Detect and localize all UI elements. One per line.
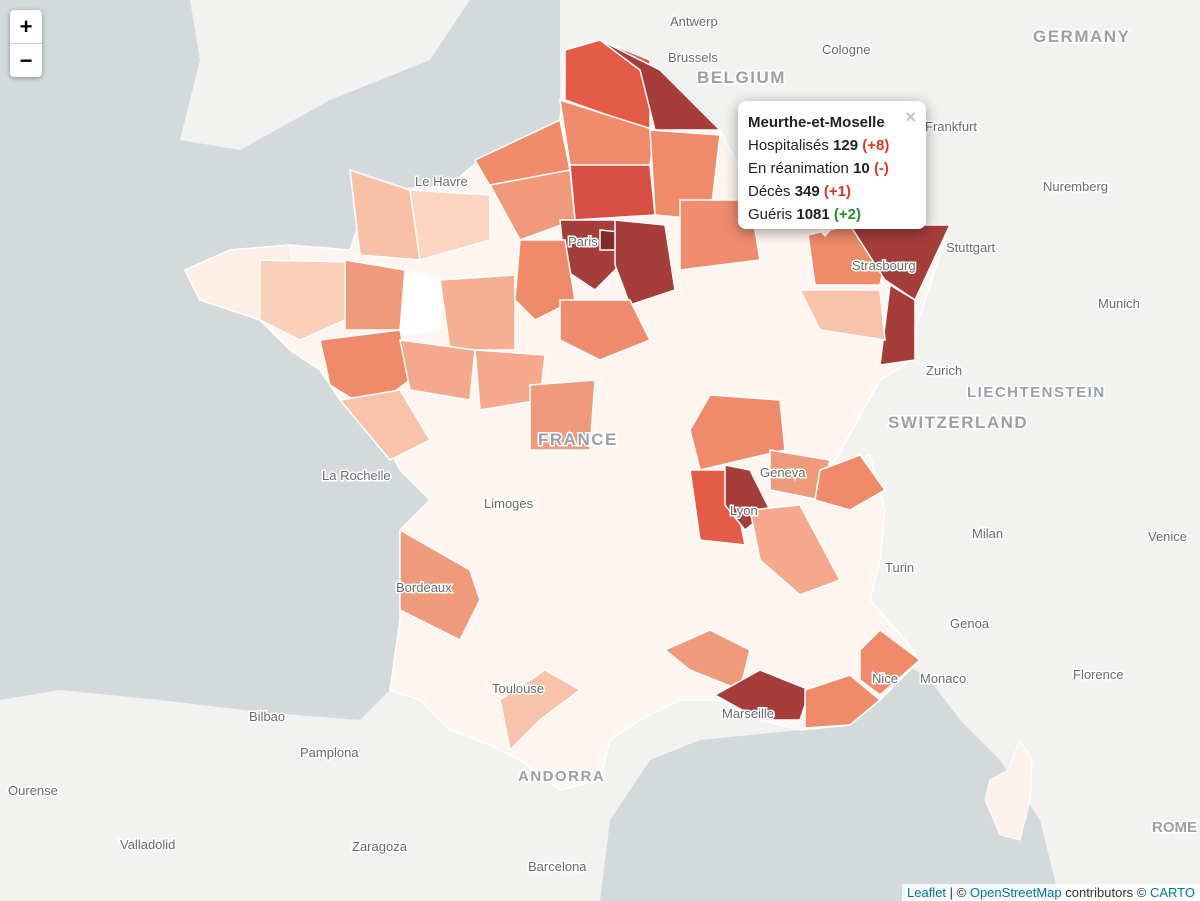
city-label: Brussels xyxy=(668,50,718,65)
department xyxy=(614,219,676,306)
city-label: Marseille xyxy=(722,706,774,721)
department xyxy=(349,168,421,261)
corsica xyxy=(984,738,1033,841)
department xyxy=(663,629,751,692)
city-label: Limoges xyxy=(484,496,534,511)
department xyxy=(399,528,481,642)
department xyxy=(814,454,887,511)
row-change: (+2) xyxy=(833,206,861,223)
row-label: Guéris xyxy=(748,206,793,223)
department xyxy=(259,259,351,341)
row-value: 1081 xyxy=(796,206,830,223)
city-label: Antwerp xyxy=(670,14,718,29)
city-label: ROME xyxy=(1152,819,1197,836)
popup-tip xyxy=(816,227,834,237)
city-label: Cologne xyxy=(822,42,870,57)
row-change: (+8) xyxy=(862,137,890,154)
popup-close[interactable]: × xyxy=(905,107,916,127)
city-label: Geneva xyxy=(760,465,806,480)
zoom-control: + − xyxy=(10,10,42,77)
city-label: Bilbao xyxy=(249,709,285,724)
department xyxy=(569,164,656,221)
city-label: Munich xyxy=(1098,296,1140,311)
row-value: 129 xyxy=(833,137,859,154)
popup-content: Meurthe-et-Moselle Hospitalisés 129 (+8)… xyxy=(738,101,926,226)
city-label: Monaco xyxy=(920,671,966,686)
city-label: Ourense xyxy=(8,783,58,798)
city-label: Zaragoza xyxy=(352,839,408,854)
city-label: Le Havre xyxy=(415,174,468,189)
department xyxy=(689,394,786,471)
attribution-text: contributors © xyxy=(1061,885,1150,900)
department xyxy=(798,289,886,341)
attribution-text: | © xyxy=(946,885,970,900)
country-label: GERMANY xyxy=(1033,27,1130,46)
city-label: Milan xyxy=(972,526,1003,541)
zoom-out[interactable]: − xyxy=(10,43,42,77)
city-label: Toulouse xyxy=(492,681,544,696)
city-label: Bordeaux xyxy=(396,580,452,595)
city-label: Paris xyxy=(568,234,598,249)
departments xyxy=(183,39,952,752)
country-label: FRANCE xyxy=(538,430,618,449)
department xyxy=(344,259,406,331)
popup-row: Décès 349 (+1) xyxy=(748,180,916,203)
popup-row: Hospitalisés 129 (+8) xyxy=(748,134,916,157)
attribution-link[interactable]: Leaflet xyxy=(907,885,947,900)
city-label: Florence xyxy=(1073,667,1124,682)
city-label: Frankfurt xyxy=(925,119,977,134)
department xyxy=(399,269,441,336)
city-label: Stuttgart xyxy=(946,240,996,255)
row-label: En réanimation xyxy=(748,160,849,177)
department xyxy=(749,504,842,596)
row-label: Hospitalisés xyxy=(748,137,829,154)
row-value: 349 xyxy=(794,183,820,200)
department xyxy=(399,339,476,401)
popup-row: Guéris 1081 (+2) xyxy=(748,203,916,226)
city-label: Zurich xyxy=(926,363,962,378)
attribution-link[interactable]: CARTO xyxy=(1149,885,1195,900)
country-label: ANDORRA xyxy=(518,768,605,785)
land xyxy=(180,0,470,150)
city-label: Valladolid xyxy=(120,837,175,852)
city-label: Strasbourg xyxy=(852,258,916,273)
zoom-in[interactable]: + xyxy=(19,14,33,39)
city-label: Lyon xyxy=(730,503,758,518)
city-label: Venice xyxy=(1148,529,1187,544)
country-label: SWITZERLAND xyxy=(888,413,1028,432)
department xyxy=(859,629,922,696)
department xyxy=(409,189,491,261)
department xyxy=(804,674,882,729)
row-label: Décès xyxy=(748,183,791,200)
popup-row: En réanimation 10 (-) xyxy=(748,157,916,180)
department xyxy=(559,299,652,361)
city-label: Genoa xyxy=(950,616,990,631)
department xyxy=(499,669,582,752)
department xyxy=(529,379,596,451)
department xyxy=(599,39,722,131)
row-value: 10 xyxy=(853,160,870,177)
row-change: (-) xyxy=(873,160,889,177)
popup-title: Meurthe-et-Moselle xyxy=(748,114,885,131)
city-labels: Antwerp Brussels Cologne Le Havre Frankf… xyxy=(7,13,1199,876)
city-label: Barcelona xyxy=(528,859,587,874)
department xyxy=(338,389,432,461)
attribution: Leaflet | © OpenStreetMap contributors ©… xyxy=(902,884,1200,901)
country-label: BELGIUM xyxy=(697,68,786,87)
department xyxy=(439,274,516,351)
attribution-link[interactable]: OpenStreetMap xyxy=(969,885,1062,900)
city-label: Pamplona xyxy=(300,745,359,760)
city-label: La Rochelle xyxy=(322,468,391,483)
row-change: (+1) xyxy=(823,183,851,200)
city-label: Nice xyxy=(872,671,898,686)
city-label: Nuremberg xyxy=(1043,179,1108,194)
popup: × Meurthe-et-Moselle Hospitalisés 129 (+… xyxy=(738,101,926,229)
country-label: LIECHTENSTEIN xyxy=(967,384,1106,401)
city-label: Turin xyxy=(885,560,914,575)
